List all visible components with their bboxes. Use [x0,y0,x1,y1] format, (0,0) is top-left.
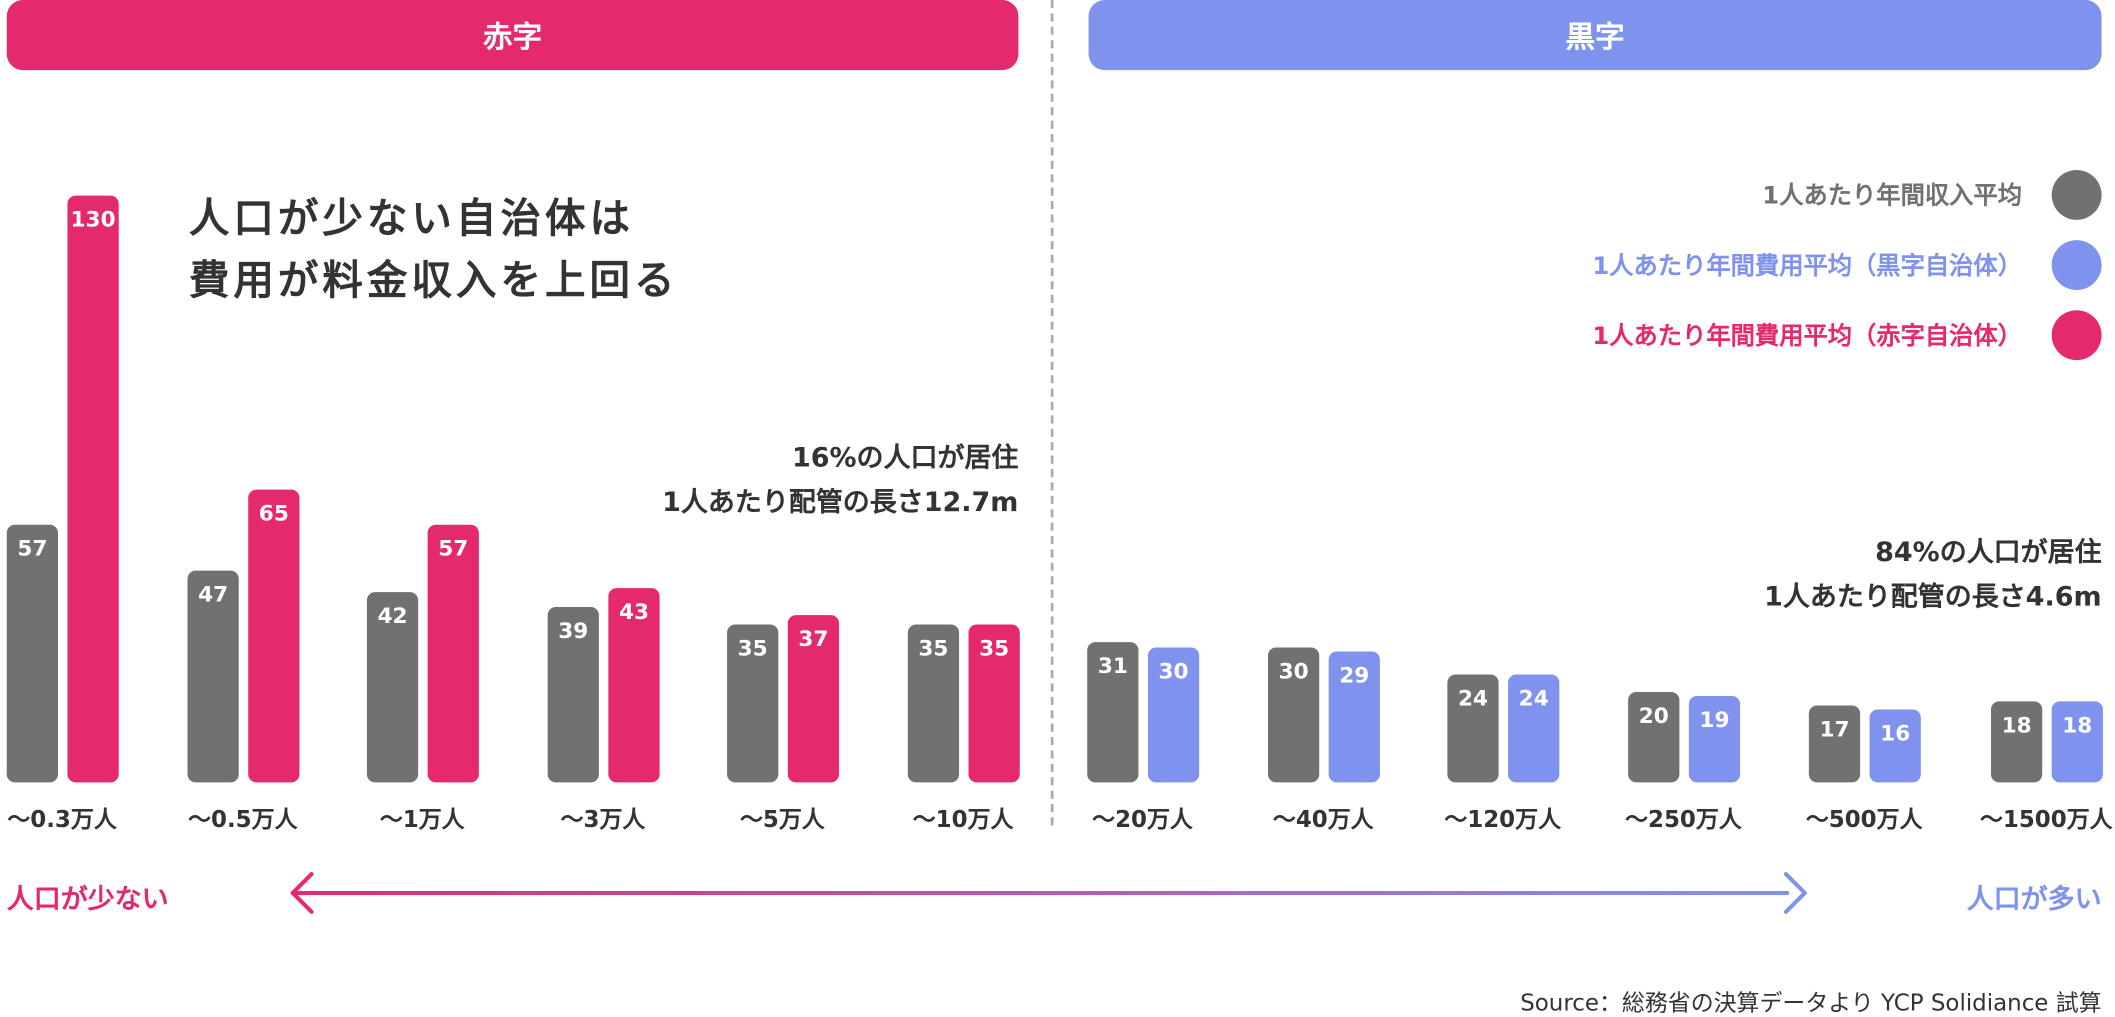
axis-end-left: 人口が少ない [6,882,169,915]
x-tick-label: 〜500万人 [1805,806,1923,834]
data-label: 57 [17,535,48,562]
bar [366,592,419,783]
x-tick-label: 〜10万人 [912,806,1014,834]
bar [1508,674,1560,783]
data-label: 43 [618,599,649,625]
bar [67,195,119,783]
data-label: 30 [1158,657,1189,684]
bar [6,525,59,783]
data-label: 18 [2062,711,2093,738]
bar [427,525,479,783]
bar [1447,674,1499,783]
title-line: 人口が少ない自治体は [188,195,634,243]
data-label: 57 [438,535,469,562]
bar [1328,651,1380,783]
bar [1147,646,1200,783]
data-label: 19 [1699,707,1730,734]
bar [1087,642,1139,783]
data-label: 39 [558,617,589,643]
bar [727,624,779,783]
data-label: 16 [1880,720,1911,747]
bar [248,488,300,783]
data-label: 24 [1518,684,1549,711]
legend-label: 1人あたり年間費用平均（黒字自治体） [1592,252,2023,281]
chart-title: 人口が少ない自治体は 費用が料金収入を上回る [189,189,679,313]
bar [1990,701,2043,783]
legend-swatch [2051,309,2102,360]
data-label: 65 [258,499,289,526]
data-label: 31 [1097,653,1128,679]
legend: 1人あたり年間収入平均 1人あたり年間費用平均（黒字自治体） 1人あたり年間費用… [1592,159,2102,369]
x-tick-label: 〜0.5万人 [188,806,298,834]
bar [1688,696,1741,783]
legend-item-income: 1人あたり年間収入平均 [1592,159,2102,229]
data-label: 29 [1339,662,1370,688]
data-label: 35 [737,635,768,661]
source-note: Source：総務省の決算データより YCP Solidiance 試算 [1520,990,2102,1017]
legend-label: 1人あたり年間収入平均 [1762,182,2023,211]
bar [1869,710,1921,783]
data-label: 35 [979,635,1010,661]
data-label: 24 [1457,684,1489,711]
x-tick-label: 〜1500万人 [1979,806,2113,834]
bar [1808,705,1861,783]
bar [2051,701,2103,783]
legend-item-cost-surplus: 1人あたり年間費用平均（黒字自治体） [1592,229,2102,299]
x-tick-label: 〜1万人 [379,806,465,834]
data-label: 47 [198,580,229,607]
x-tick-label: 〜0.3万人 [7,806,117,834]
x-tick-label: 〜250万人 [1625,806,1742,834]
surplus-header: 黒字 [1088,0,2102,71]
legend-swatch [2051,239,2102,290]
data-label: 35 [918,635,949,661]
data-label: 17 [1819,716,1850,743]
bar [608,588,660,783]
note-line: 84%の人口が居住 [1875,535,2102,568]
note-line: 1人あたり配管の長さ4.6m [1764,580,2102,613]
data-label: 130 [70,206,116,233]
bar [1628,692,1680,783]
data-label: 42 [377,603,408,630]
x-tick-label: 〜3万人 [560,806,646,834]
data-label: 20 [1638,702,1669,729]
note-line: 1人あたり配管の長さ12.7m [662,485,1019,518]
x-tick-label: 〜5万人 [739,806,825,834]
legend-swatch [2051,169,2102,220]
deficit-header: 赤字 [6,0,1019,71]
x-tick-label: 〜20万人 [1092,806,1193,834]
title-line: 費用が料金収入を上回る [188,257,679,305]
bar [787,615,840,783]
legend-item-cost-deficit: 1人あたり年間費用平均（赤字自治体） [1592,299,2102,369]
bar [187,570,239,783]
data-label: 18 [2001,711,2032,738]
population-arrow [290,872,1807,914]
bar [1267,646,1320,783]
surplus-note: 84%の人口が居住 1人あたり配管の長さ4.6m [1764,530,2101,619]
x-tick-label: 〜120万人 [1444,806,1562,834]
data-label: 37 [798,626,829,652]
bar [968,624,1020,783]
data-label: 30 [1278,657,1309,684]
bar [547,606,599,783]
deficit-note: 16%の人口が居住 1人あたり配管の長さ12.7m [662,436,1018,525]
group-divider [1050,0,1054,826]
axis-end-right: 人口が多い [1966,882,2102,915]
legend-label: 1人あたり年間費用平均（赤字自治体） [1592,322,2023,351]
bar [907,624,960,783]
x-tick-label: 〜40万人 [1272,806,1374,834]
note-line: 16%の人口が居住 [791,441,1019,474]
